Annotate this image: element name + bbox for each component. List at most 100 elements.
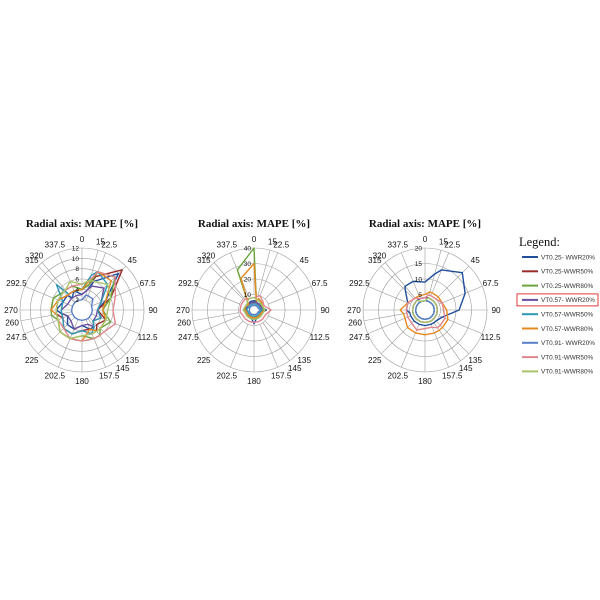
series-line-1 (404, 269, 466, 327)
legend-label: VT0.25- WWR20% (541, 254, 595, 261)
radial-tick-label: 4 (75, 287, 79, 294)
angle-tick-label: 0 (423, 235, 428, 244)
grid-spoke (428, 250, 442, 296)
angle-tick-label: 202.5 (45, 372, 66, 381)
radial-tick-label: 10 (244, 292, 252, 299)
angle-tick-label: 145 (459, 364, 473, 373)
legend-label: VT0.91-WWR80% (541, 369, 594, 376)
angle-tick-label: 247.5 (349, 333, 370, 342)
angle-tick-label: 202.5 (388, 372, 409, 381)
grid-spoke (380, 320, 415, 355)
series-line-7 (248, 304, 261, 316)
radial-tick-label: 12 (72, 246, 80, 253)
radial-tick-label: 2 (75, 297, 79, 304)
grid-spoke (367, 315, 411, 335)
angle-tick-label: 180 (418, 377, 432, 386)
legend-highlight-box (516, 293, 599, 307)
grid-spoke (264, 265, 299, 300)
angle-tick-label: 90 (320, 306, 330, 315)
radial-tick-label: 30 (244, 261, 252, 268)
series-line-7 (70, 294, 94, 321)
grid-spoke (384, 262, 416, 299)
grid-spoke (262, 322, 290, 361)
angle-tick-label: 157.5 (442, 372, 463, 381)
radial-tick-label: 5 (418, 292, 422, 299)
grid-spoke (367, 285, 411, 305)
grid-spoke (24, 313, 73, 335)
grid-spoke (259, 324, 279, 368)
angle-tick-label: 67.5 (312, 279, 328, 288)
angle-tick-label: 337.5 (45, 240, 66, 249)
angle-tick-label: 270 (347, 306, 361, 315)
angle-tick-label: 260 (5, 318, 19, 327)
series-line-9 (411, 297, 439, 324)
angle-tick-label: 270 (4, 306, 18, 315)
grid-spoke (439, 285, 483, 305)
angle-tick-label: 45 (128, 256, 138, 265)
grid-spoke (196, 315, 240, 335)
angle-tick-label: 22.5 (444, 240, 460, 249)
grid-spoke (196, 285, 240, 305)
grid-spoke (87, 318, 118, 361)
angle-tick-label: 337.5 (217, 240, 238, 249)
grid-spoke (229, 324, 249, 368)
angle-tick-label: 90 (148, 306, 158, 315)
grid-spoke (192, 312, 239, 322)
legend: Legend: VT0.25- WWR20% VT0.25-WWR50% VT0.2… (516, 235, 599, 376)
angle-tick-label: 320 (202, 252, 216, 261)
grid-spoke (268, 315, 312, 335)
angle-tick-label: 337.5 (388, 240, 409, 249)
radial-tick-label: 40 (244, 246, 252, 253)
grid-spoke (430, 252, 450, 296)
angle-tick-label: 15 (268, 237, 278, 246)
grid-spoke (439, 315, 483, 335)
legend-label: VT0.57-WWR50% (541, 312, 594, 319)
series-line-8 (239, 295, 272, 324)
radial-tick-label: 10 (72, 256, 80, 263)
angle-tick-label: 45 (300, 256, 310, 265)
angle-tick-label: 315 (368, 256, 382, 265)
radial-tick-label: 10 (415, 277, 423, 284)
angle-tick-label: 67.5 (140, 279, 156, 288)
series-line-5 (245, 303, 263, 317)
angle-tick-label: 0 (80, 235, 85, 244)
grid-spoke (400, 324, 420, 368)
legend-label: VT0.57-WWR80% (541, 326, 594, 333)
grid-spoke (20, 311, 72, 322)
chart-title: Radial axis: MAPE [%] (198, 218, 310, 230)
angle-tick-label: 45 (471, 256, 481, 265)
grid-spoke (37, 317, 75, 355)
angle-tick-label: 225 (197, 356, 211, 365)
grid-spoke (430, 324, 450, 368)
chart-title: Radial axis: MAPE [%] (26, 218, 138, 230)
grid-spoke (24, 285, 73, 307)
angle-tick-label: 22.5 (101, 240, 117, 249)
angle-tick-label: 135 (297, 356, 311, 365)
grid-spoke (433, 322, 461, 361)
grid-spoke (209, 320, 244, 355)
series-line-6 (240, 262, 266, 319)
grid-spoke (363, 312, 410, 322)
angle-tick-label: 202.5 (217, 372, 238, 381)
radial-tick-label: 15 (415, 261, 423, 268)
series-line-9 (55, 279, 112, 340)
angle-tick-label: 315 (197, 256, 211, 265)
angle-tick-label: 135 (468, 356, 482, 365)
angle-tick-label: 145 (116, 364, 130, 373)
chart-title: Radial axis: MAPE [%] (369, 218, 481, 230)
angle-tick-label: 292.5 (6, 279, 27, 288)
angle-tick-label: 0 (252, 235, 257, 244)
angle-tick-label: 247.5 (178, 333, 199, 342)
radar-chart-3: Radial axis: MAPE [%] 0 1522.54567.590112… (347, 218, 501, 386)
series-line-9 (242, 296, 266, 320)
legend-label: VT0.25-WWR50% (541, 269, 594, 276)
radial-tick-label: 6 (75, 277, 79, 284)
angle-tick-label: 225 (25, 356, 39, 365)
grid-spoke (259, 252, 279, 296)
grid-spoke (41, 262, 76, 303)
angle-tick-label: 320 (30, 252, 44, 261)
angle-tick-label: 260 (348, 318, 362, 327)
